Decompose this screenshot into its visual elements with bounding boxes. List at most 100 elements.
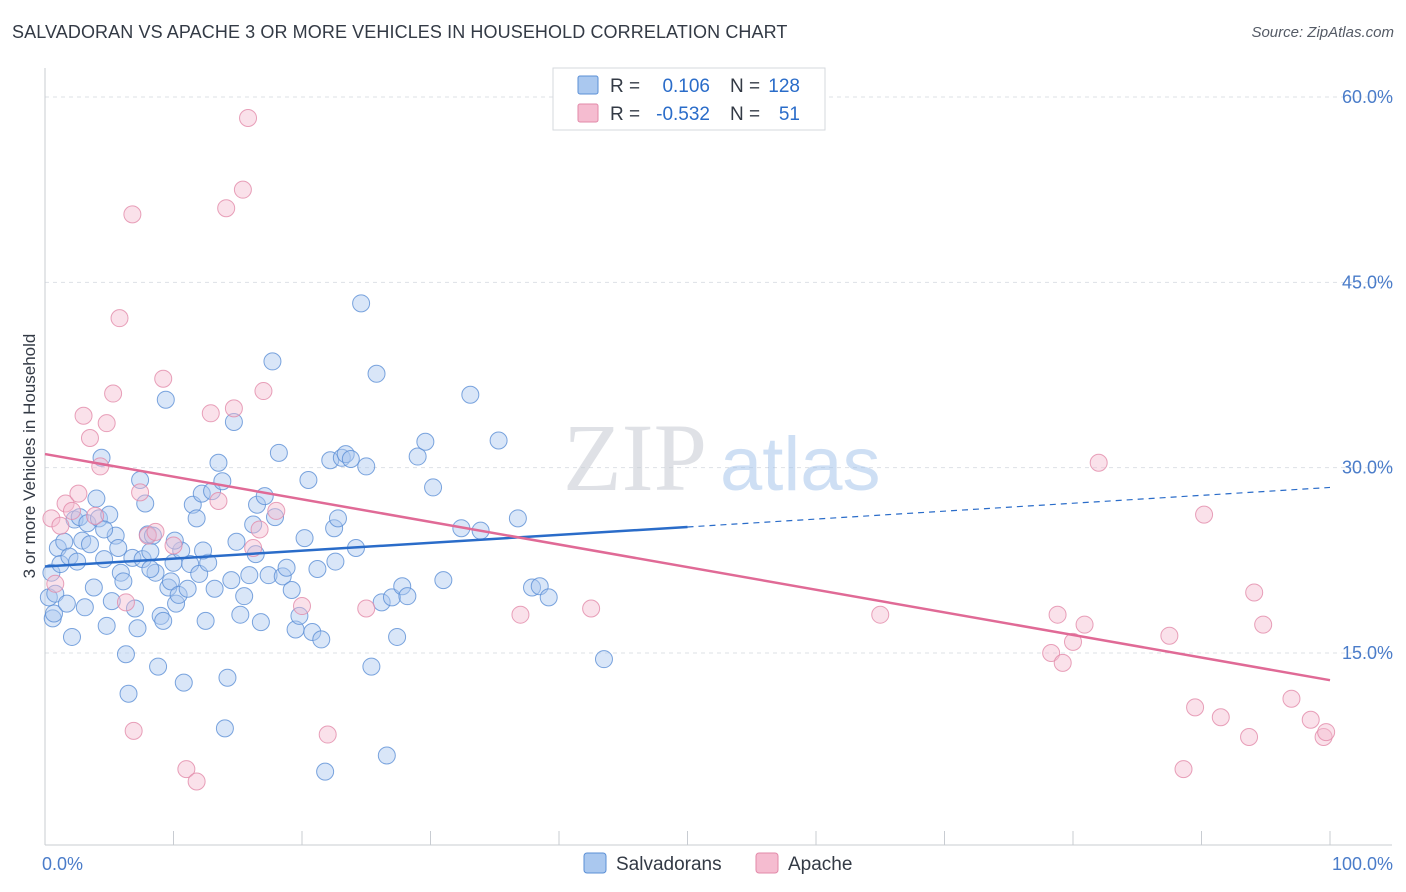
- axes-layer: [44, 68, 1392, 846]
- salvadoran-trend-line: [44, 525, 688, 568]
- salvadoran-point-23: [97, 616, 116, 635]
- series-legend: Salvadorans Apache: [583, 852, 852, 875]
- apache-point-37: [582, 599, 601, 618]
- salvadoran-point-97: [341, 450, 360, 469]
- salvadoran-point-78: [263, 352, 282, 371]
- apache-point-11: [104, 384, 123, 403]
- apache-point-4: [62, 501, 81, 520]
- legend-label-salvadorans: Salvadorans: [616, 854, 722, 875]
- salvadoran-point-80: [269, 443, 288, 462]
- legend-n-label-0: N =: [730, 76, 760, 97]
- legend-swatch-salvadorans: [583, 852, 607, 874]
- salvadoran-point-126: [95, 520, 114, 539]
- legend-n-label-1: N =: [730, 104, 760, 125]
- apache-point-48: [1195, 505, 1214, 524]
- legend-swatch-apache-bottom: [755, 852, 779, 874]
- salvadoran-point-44: [154, 611, 173, 630]
- salvadoran-point-58: [192, 484, 211, 503]
- apache-point-34: [124, 721, 143, 740]
- salvadoran-point-37: [136, 494, 155, 513]
- salvadoran-point-69: [227, 532, 246, 551]
- salvadoran-point-18: [84, 578, 103, 597]
- salvadoran-point-109: [408, 447, 427, 466]
- apache-point-6: [74, 406, 93, 425]
- salvadoran-point-87: [299, 471, 318, 490]
- apache-point-44: [1089, 453, 1108, 472]
- salvadoran-point-76: [255, 487, 274, 506]
- apache-point-40: [1048, 605, 1067, 624]
- salvadoran-point-82: [277, 558, 296, 577]
- salvadoran-point-108: [398, 587, 417, 606]
- salvadoran-point-30: [116, 645, 135, 664]
- apache-point-23: [209, 492, 228, 511]
- salvadoran-point-42: [149, 657, 168, 676]
- apache-point-12: [110, 309, 129, 328]
- salvadoran-point-3: [44, 604, 63, 623]
- salvadoran-point-67: [222, 571, 241, 590]
- apache-point-5: [69, 484, 88, 503]
- salvadoran-point-59: [196, 611, 215, 630]
- apache-point-7: [80, 429, 99, 448]
- salvadoran-point-81: [273, 567, 292, 586]
- salvadoran-point-70: [231, 605, 250, 624]
- salvadoran-point-25: [102, 592, 121, 611]
- y-tick-label-1: 30.0%: [1342, 458, 1393, 478]
- salvadoran-point-88: [303, 622, 322, 641]
- y-tick-label-0: 15.0%: [1342, 643, 1393, 663]
- apache-point-56: [1317, 723, 1336, 742]
- salvadoran-point-71: [235, 587, 254, 606]
- salvadoran-point-107: [393, 577, 412, 596]
- legend-n-value-0: 128: [768, 76, 800, 97]
- salvadoran-point-72: [240, 566, 259, 585]
- apache-point-24: [217, 199, 236, 218]
- salvadoran-point-56: [187, 509, 206, 528]
- salvadoran-point-8: [57, 594, 76, 613]
- salvadoran-point-53: [178, 579, 197, 598]
- watermark: ZIP atlas: [563, 404, 881, 511]
- apache-point-0: [42, 509, 61, 528]
- salvadoran-point-110: [416, 432, 435, 451]
- salvadoran-point-86: [295, 529, 314, 548]
- apache-point-33: [318, 725, 337, 744]
- apache-point-42: [1064, 632, 1082, 651]
- apache-point-26: [233, 180, 252, 199]
- apache-point-20: [177, 760, 196, 779]
- apache-point-47: [1186, 698, 1205, 717]
- apache-point-15: [131, 483, 150, 502]
- salvadoran-point-52: [174, 673, 193, 692]
- salvadoran-point-45: [156, 390, 175, 409]
- apache-point-46: [1174, 760, 1193, 779]
- salvadoran-point-15: [75, 598, 94, 617]
- apache-point-53: [1282, 689, 1301, 708]
- salvadoran-point-92: [321, 451, 340, 470]
- apache-point-17: [146, 522, 165, 541]
- apache-trend-line: [44, 452, 1331, 682]
- salvadoran-point-66: [218, 668, 237, 687]
- apache-point-9: [91, 457, 110, 476]
- y-axis-title: 3 or more Vehicles in Household: [20, 334, 39, 579]
- salvadoran-point-89: [308, 559, 327, 578]
- apache-point-25: [224, 399, 243, 418]
- apache-point-19: [164, 536, 183, 555]
- apache-point-30: [254, 382, 273, 401]
- salvadoran-point-100: [357, 457, 376, 476]
- apache-point-10: [97, 414, 116, 433]
- salvadoran-point-62: [205, 579, 224, 598]
- apache-point-29: [250, 520, 269, 539]
- apache-point-18: [154, 369, 173, 388]
- salvadoran-point-22: [95, 550, 114, 569]
- apache-point-41: [1053, 653, 1072, 672]
- salvadoran-point-63: [209, 453, 228, 472]
- salvadoran-point-91: [316, 762, 335, 781]
- salvadoran-point-43: [151, 606, 170, 625]
- salvadoran-point-39: [141, 542, 160, 561]
- chart-title: SALVADORAN VS APACHE 3 OR MORE VEHICLES …: [12, 22, 788, 42]
- apache-point-43: [1075, 615, 1094, 634]
- apache-point-36: [511, 605, 530, 624]
- apache-point-8: [86, 506, 105, 525]
- salvadoran-point-96: [336, 445, 355, 464]
- salvadoran-point-4: [46, 584, 65, 603]
- salvadoran-point-94: [328, 509, 347, 528]
- salvadoran-point-65: [215, 719, 234, 738]
- salvadoran-point-122: [141, 559, 160, 578]
